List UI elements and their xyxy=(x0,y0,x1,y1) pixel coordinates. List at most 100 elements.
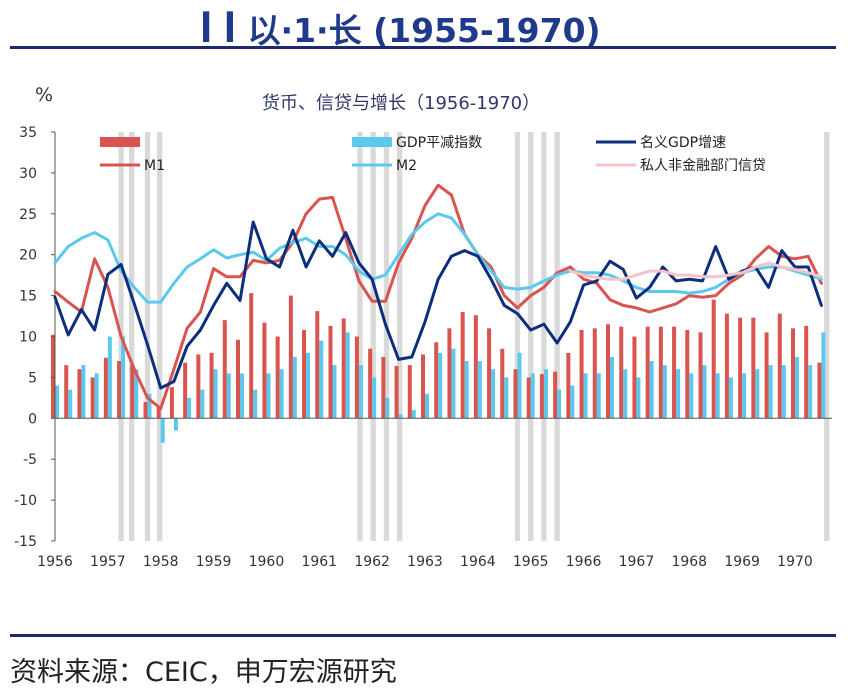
bar xyxy=(742,373,747,419)
bar xyxy=(196,354,201,419)
bar xyxy=(447,328,452,419)
bar xyxy=(240,373,244,419)
bar xyxy=(253,389,258,419)
x-tick-label: 1959 xyxy=(196,554,232,570)
bar xyxy=(777,313,782,419)
bar xyxy=(460,311,465,419)
bar xyxy=(451,348,456,419)
x-tick-label: 1964 xyxy=(460,554,496,570)
shaded-period xyxy=(824,132,830,541)
x-tick-label: 1965 xyxy=(513,554,549,570)
bar xyxy=(381,356,386,419)
legend-swatch xyxy=(352,137,392,147)
bar xyxy=(566,352,571,419)
bar xyxy=(421,354,425,419)
bar xyxy=(328,325,333,419)
shaded-period xyxy=(370,132,376,541)
bar xyxy=(354,336,359,419)
series-line xyxy=(53,183,823,410)
shaded-period xyxy=(541,132,547,541)
bar xyxy=(715,373,720,419)
bar xyxy=(302,329,307,419)
bar xyxy=(394,365,399,419)
y-tick-label: 0 xyxy=(28,411,37,427)
shaded-period xyxy=(554,132,560,541)
shaded-period xyxy=(357,132,363,541)
bar xyxy=(539,374,544,419)
bar xyxy=(372,377,377,419)
y-axis-unit: % xyxy=(35,84,54,106)
bar xyxy=(504,377,509,419)
bar xyxy=(279,369,284,419)
bar xyxy=(517,352,522,419)
x-tick-label: 1969 xyxy=(724,554,760,570)
bar xyxy=(821,332,826,419)
y-tick-label: -15 xyxy=(14,534,37,550)
shaded-period xyxy=(514,132,521,541)
bar xyxy=(187,397,192,419)
x-tick-label: 1956 xyxy=(37,554,73,570)
shaded-period xyxy=(528,132,534,541)
bar xyxy=(570,385,575,419)
bar xyxy=(226,373,231,419)
page-title-text: ꟾ ꟾ 以·1·长 xyxy=(200,11,362,50)
bar xyxy=(583,373,588,419)
bar xyxy=(543,369,548,419)
bar xyxy=(596,373,601,419)
bar xyxy=(702,365,707,419)
bar xyxy=(134,369,139,419)
bar xyxy=(795,356,799,419)
bar xyxy=(623,369,628,419)
page-title-years: (1955-1970) xyxy=(373,11,601,50)
series-line xyxy=(53,220,823,390)
bar xyxy=(438,352,443,419)
legend-label: 名义GDP增速 xyxy=(640,135,726,151)
bar xyxy=(411,410,416,419)
shaded-period xyxy=(144,132,151,541)
bar xyxy=(477,361,482,419)
bar xyxy=(236,339,240,419)
bar xyxy=(592,328,597,419)
bar xyxy=(147,393,152,419)
bar xyxy=(200,389,205,419)
y-tick-label: -5 xyxy=(23,452,37,468)
y-tick-label: 20 xyxy=(19,248,37,264)
bar xyxy=(672,326,677,419)
bar xyxy=(407,365,412,419)
bar xyxy=(658,326,663,419)
bar xyxy=(689,373,694,419)
footer-divider xyxy=(10,634,836,637)
bar xyxy=(398,414,403,419)
line-layer xyxy=(53,183,823,410)
bar xyxy=(55,385,59,419)
shaded-period xyxy=(129,132,135,541)
bar xyxy=(358,365,363,419)
x-tick-label: 1967 xyxy=(619,554,655,570)
bar xyxy=(341,318,346,419)
shaded-period xyxy=(396,132,403,541)
bar xyxy=(513,369,518,419)
bar xyxy=(222,320,227,419)
bar xyxy=(183,362,188,419)
bar xyxy=(68,389,73,419)
bar xyxy=(649,361,654,419)
bar xyxy=(107,336,112,419)
bar xyxy=(645,326,650,419)
bar xyxy=(698,332,703,419)
bar xyxy=(500,348,505,419)
bar xyxy=(306,352,311,419)
y-tick-label: 30 xyxy=(19,166,37,182)
bar xyxy=(579,329,584,419)
bar xyxy=(685,329,690,419)
bar xyxy=(464,361,469,419)
x-tick-label: 1970 xyxy=(777,554,813,570)
bar xyxy=(662,365,667,419)
bar xyxy=(755,369,760,419)
bar xyxy=(160,418,165,443)
bar xyxy=(117,361,122,419)
y-tick-label: 35 xyxy=(19,125,37,141)
bar xyxy=(77,369,82,419)
series-line xyxy=(568,261,823,281)
bar xyxy=(619,326,624,419)
